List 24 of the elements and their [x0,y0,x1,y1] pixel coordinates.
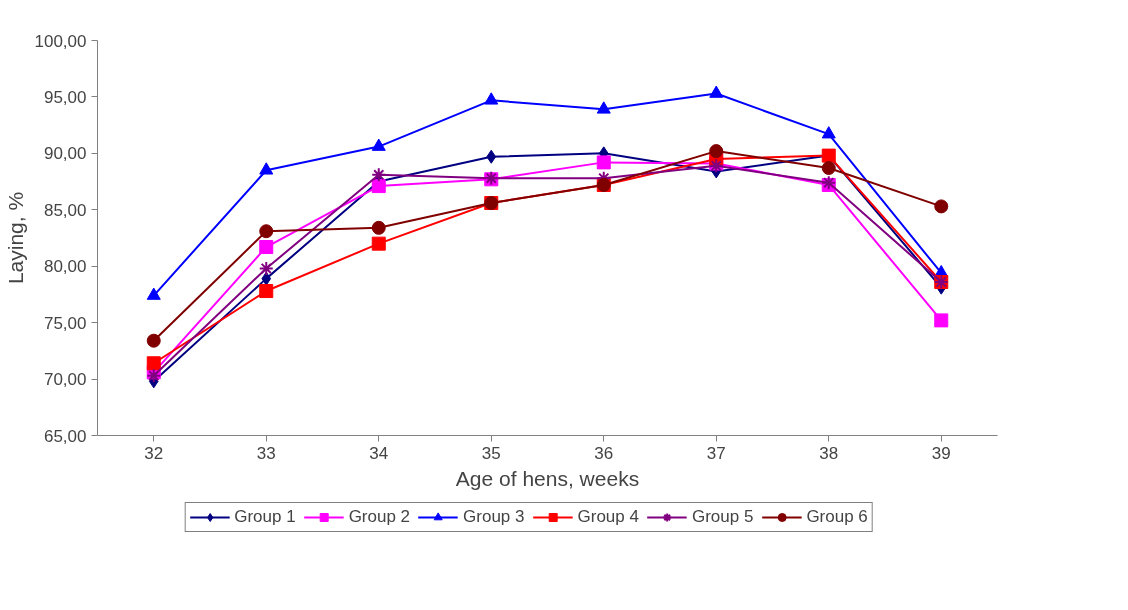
x-tick-label: 34 [369,443,389,463]
x-tick-label: 32 [144,443,164,463]
legend-label: Group 6 [806,507,868,527]
y-tick-label: 95,00 [43,87,87,107]
y-tick-label: 90,00 [43,144,87,164]
x-axis-title: Age of hens, weeks [455,466,640,490]
y-tick-label: 65,00 [43,426,87,446]
x-tick-label: 39 [931,443,951,463]
y-tick-label: 75,00 [43,313,87,333]
x-tick-label: 38 [819,443,839,463]
legend-label: Group 1 [234,507,296,527]
y-tick-label: 70,00 [43,370,87,390]
x-tick-label: 35 [481,443,501,463]
legend-label: Group 4 [577,507,639,527]
y-tick-label: 80,00 [43,257,87,277]
legend-label: Group 2 [348,507,411,527]
y-tick-label: 85,00 [43,200,87,220]
x-tick-label: 33 [256,443,276,463]
y-tick-label: 100,00 [34,31,87,51]
legend-label: Group 5 [691,507,754,527]
x-tick-label: 36 [594,443,614,463]
y-axis-title: Laying, % [3,191,27,285]
legend-label: Group 3 [463,507,525,527]
x-tick-label: 37 [706,443,726,463]
